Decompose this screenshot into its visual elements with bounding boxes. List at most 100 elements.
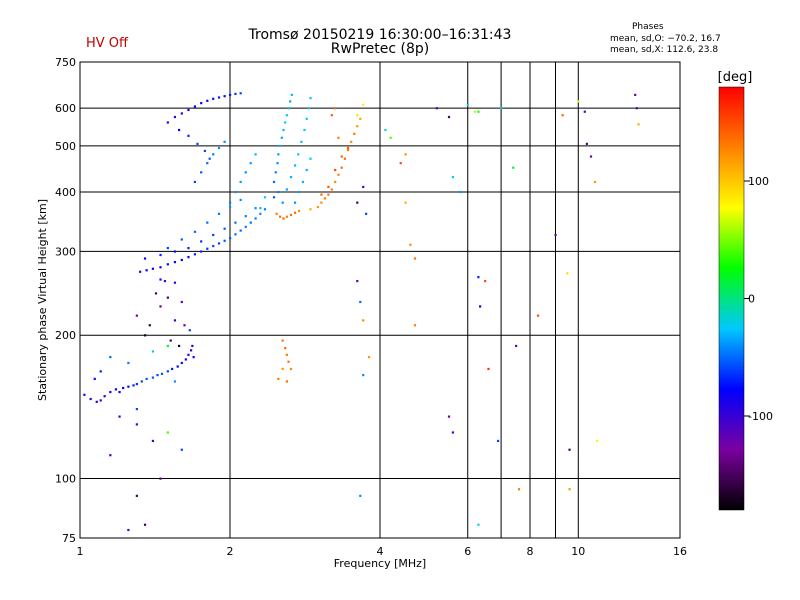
y-tick-label: 300 [55, 245, 76, 258]
data-point [282, 128, 285, 132]
data-point [223, 140, 226, 143]
data-point [159, 266, 162, 269]
data-point [159, 477, 162, 480]
x-tick-label: 16 [673, 545, 687, 558]
data-point [285, 215, 288, 218]
data-point [280, 136, 283, 139]
data-point [173, 281, 177, 284]
data-point [143, 523, 147, 526]
data-point [356, 114, 359, 117]
data-point [200, 171, 203, 174]
x-tick-label: 10 [571, 545, 585, 558]
data-point [135, 382, 138, 386]
data-point [99, 370, 102, 373]
data-point [289, 213, 293, 217]
data-point [223, 227, 226, 230]
data-point [173, 115, 177, 119]
data-points [83, 92, 640, 532]
data-point [305, 117, 308, 120]
data-point [356, 125, 359, 128]
data-point [277, 153, 280, 156]
x-axis-label: Frequency [MHz] [334, 557, 426, 570]
data-point [145, 377, 148, 381]
data-point [173, 380, 177, 383]
data-point [234, 221, 237, 224]
x-tick-label: 1 [77, 545, 84, 558]
data-point [413, 324, 417, 327]
data-point [593, 180, 597, 184]
data-point [284, 347, 287, 350]
data-point [359, 300, 362, 304]
data-point [109, 356, 112, 359]
data-point [234, 190, 237, 194]
data-point [337, 136, 340, 139]
data-point [263, 208, 267, 211]
data-point [284, 121, 287, 124]
data-point [637, 123, 640, 126]
data-point [356, 201, 359, 204]
data-point [145, 269, 148, 272]
data-point [359, 117, 362, 120]
data-point [473, 110, 477, 113]
data-point [451, 431, 455, 434]
data-point [166, 247, 169, 250]
data-point [189, 349, 193, 352]
data-point [244, 171, 247, 174]
data-point [127, 528, 130, 532]
y-tick-label: 750 [55, 56, 76, 69]
data-point [447, 415, 451, 418]
data-point [301, 180, 305, 184]
data-point [249, 162, 252, 165]
data-point [276, 162, 279, 165]
data-point [404, 201, 407, 204]
y-axis-ticks: 75 100 200 300 400 500 600 750 [55, 56, 76, 545]
data-point [293, 164, 297, 167]
data-point [127, 385, 130, 388]
data-point [274, 171, 277, 174]
data-point [229, 237, 232, 240]
data-point [404, 153, 407, 156]
data-point [281, 339, 284, 342]
data-point [163, 280, 167, 283]
y-tick-label: 100 [55, 473, 76, 486]
data-point [350, 140, 353, 143]
data-point [177, 128, 181, 132]
data-point [206, 99, 209, 102]
data-point [353, 132, 356, 135]
data-point [200, 240, 203, 243]
data-point [595, 439, 599, 443]
data-point [346, 148, 350, 152]
data-point [217, 242, 221, 245]
data-point [362, 319, 365, 322]
data-point [109, 454, 112, 457]
data-point [384, 128, 387, 132]
data-point [309, 208, 312, 211]
data-point [193, 230, 197, 233]
data-point [330, 188, 333, 191]
data-point [359, 494, 362, 497]
data-point [289, 175, 293, 179]
data-point [285, 188, 288, 191]
data-point [180, 300, 183, 304]
data-point [180, 112, 183, 115]
colorbar [718, 86, 745, 511]
data-point [239, 92, 242, 95]
colorbar-tick-label: 0 [748, 293, 755, 306]
data-point [173, 261, 177, 264]
phases-heading: Phases [632, 22, 664, 32]
data-point [187, 256, 190, 259]
data-point [365, 212, 368, 215]
data-point [188, 329, 191, 332]
y-tick-label: 600 [55, 102, 76, 115]
data-point [277, 190, 280, 194]
data-point [118, 415, 121, 418]
data-point [320, 193, 323, 196]
data-point [279, 144, 282, 148]
data-point [451, 175, 455, 179]
data-point [249, 221, 252, 224]
data-point [293, 201, 297, 204]
colorbar-unit-label: [deg] [718, 70, 753, 85]
data-point [340, 155, 343, 158]
data-point [166, 370, 169, 373]
